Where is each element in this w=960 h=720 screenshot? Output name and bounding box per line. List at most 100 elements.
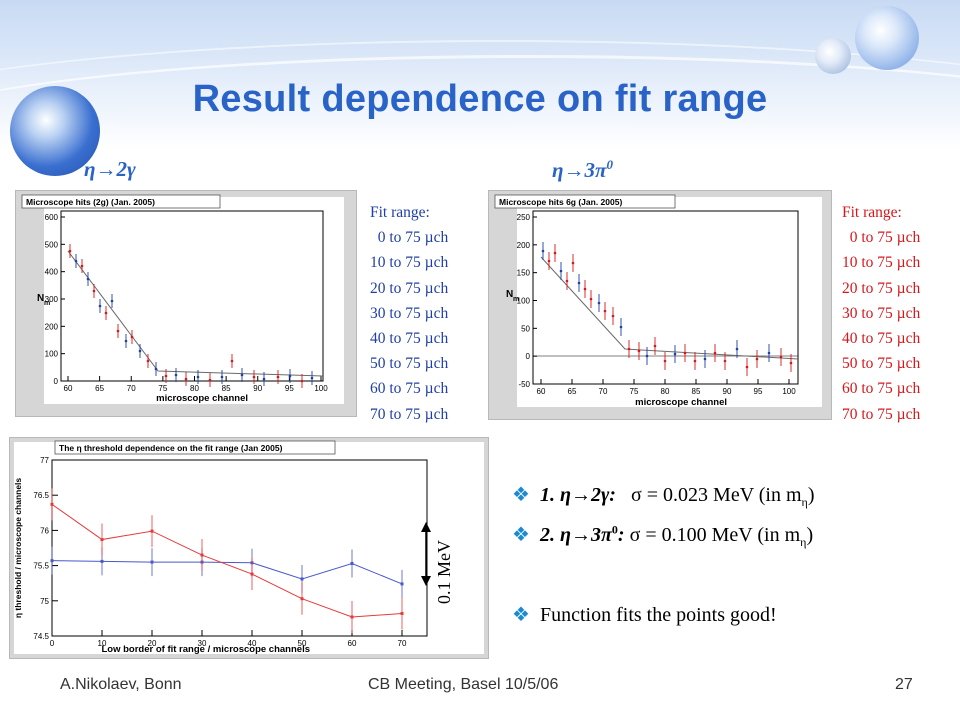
data-point	[713, 351, 717, 355]
data-point	[116, 329, 120, 333]
bullet-lead: 2. η→3π	[540, 524, 612, 546]
data-point	[196, 375, 200, 379]
data-point	[300, 379, 304, 383]
legend-item: 60 to 75 µch	[370, 380, 449, 398]
plot-6g-title-box	[494, 194, 676, 209]
y-tick-label: 77	[40, 456, 49, 465]
data-point	[597, 301, 601, 305]
data-point	[767, 351, 771, 355]
data-point	[683, 351, 687, 355]
x-tick-label: 70	[398, 639, 407, 648]
legend-header: Fit range:	[370, 204, 430, 221]
bullet-lead: 1. η→2γ:	[540, 484, 616, 506]
x-tick-label: 60	[64, 384, 73, 393]
y-tick-label: 75.5	[33, 562, 49, 571]
x-tick-label: 70	[127, 384, 136, 393]
plot-6g-ylabel: N	[506, 289, 513, 300]
data-point	[619, 325, 623, 329]
x-tick-label: 60	[348, 639, 357, 648]
data-point	[184, 377, 188, 381]
y-tick-label: 150	[517, 269, 531, 278]
data-point	[154, 367, 158, 371]
series-line-0	[51, 560, 403, 585]
x-tick-label: 0	[50, 639, 55, 648]
legend-item: 0 to 75 µch	[370, 229, 449, 247]
data-point	[50, 559, 54, 563]
data-point	[80, 264, 84, 268]
data-point	[92, 289, 96, 293]
x-tick-label: 20	[148, 639, 157, 648]
eta-3pi-label: η→3π0	[552, 157, 613, 183]
chart-x-ticks: 0 10 20 30 40 50 60 70	[50, 630, 407, 648]
data-point	[400, 611, 404, 615]
legend-item: 70 to 75 µch	[370, 405, 449, 423]
legend-item: 10 to 75 µch	[842, 254, 921, 272]
y-tick-label: 76.5	[33, 491, 49, 500]
y-tick-label: 400	[45, 268, 59, 277]
legend-item: 40 to 75 µch	[370, 330, 449, 348]
y-tick-label: 100	[517, 297, 531, 306]
data-point	[150, 560, 154, 564]
x-tick-label: 65	[568, 387, 577, 396]
data-point	[124, 339, 128, 343]
plot-2g-canvas	[44, 197, 344, 404]
header-background	[0, 0, 960, 150]
data-point	[146, 359, 150, 363]
large-bubble-decoration	[10, 86, 100, 176]
data-point	[100, 538, 104, 542]
data-point	[571, 261, 575, 265]
eta-2gamma-label: η→2γ	[84, 157, 136, 181]
data-point	[220, 375, 224, 379]
data-point	[755, 357, 759, 361]
y-tick-label: 300	[45, 295, 59, 304]
data-point	[723, 359, 727, 363]
small-bubble-decoration	[815, 38, 851, 74]
medium-bubble-decoration	[855, 6, 919, 70]
x-tick-label: 50	[298, 639, 307, 648]
chart-title: The η threshold dependence on the fit ra…	[59, 443, 283, 453]
y-tick-label: 100	[45, 350, 59, 359]
bullet-tail: )	[807, 484, 815, 506]
x-tick-label: 90	[253, 384, 262, 393]
x-tick-label: 80	[661, 387, 670, 396]
data-point	[583, 287, 587, 291]
legend-item: 20 to 75 µch	[370, 279, 449, 297]
x-tick-label: 70	[599, 387, 608, 396]
data-point	[350, 615, 354, 619]
legend-item: 70 to 75 µch	[842, 405, 921, 423]
bullet-lead-superscript: 0	[611, 522, 618, 537]
plot-2g-title-box	[21, 194, 221, 209]
plot-2g-y-ticks: 600 500 400 300 200 100 0	[45, 213, 65, 386]
data-point	[400, 582, 404, 586]
y-tick-label: 500	[45, 240, 59, 249]
data-point	[310, 376, 314, 380]
x-tick-label: 95	[754, 387, 763, 396]
legend-header: Fit range:	[842, 204, 902, 221]
data-point	[130, 335, 134, 339]
y-tick-label: -50	[518, 380, 530, 389]
diamond-bullet-icon: ❖	[512, 524, 530, 546]
header-wave	[0, 40, 960, 232]
data-point	[150, 529, 154, 533]
plot-6g-xlabel: microscope channel	[635, 397, 727, 408]
eta-3pi-superscript: 0	[606, 157, 614, 172]
x-tick-label: 75	[630, 387, 639, 396]
data-point	[86, 277, 90, 281]
data-point	[300, 597, 304, 601]
data-point	[703, 357, 707, 361]
plot-6g-canvas	[517, 197, 822, 407]
plot-6g-svg: Microscope hits 6g (Jan. 2005) 250 200 150…	[494, 194, 822, 408]
plot-6g-title: Microscope hits 6g (Jan. 2005)	[499, 197, 622, 207]
plot-2g-ylabel-sub: m	[44, 300, 50, 307]
scale-arrow-down-icon	[421, 576, 431, 586]
x-tick-label: 30	[198, 639, 207, 648]
plot-6g-data	[533, 242, 799, 376]
data-point	[603, 309, 607, 313]
data-point	[208, 378, 212, 382]
legend-item: 50 to 75 µch	[370, 355, 449, 373]
legend-item: 10 to 75 µch	[370, 254, 449, 272]
data-point	[547, 259, 551, 263]
plot-2g-ylabel: N	[37, 293, 44, 304]
data-point	[138, 349, 142, 353]
